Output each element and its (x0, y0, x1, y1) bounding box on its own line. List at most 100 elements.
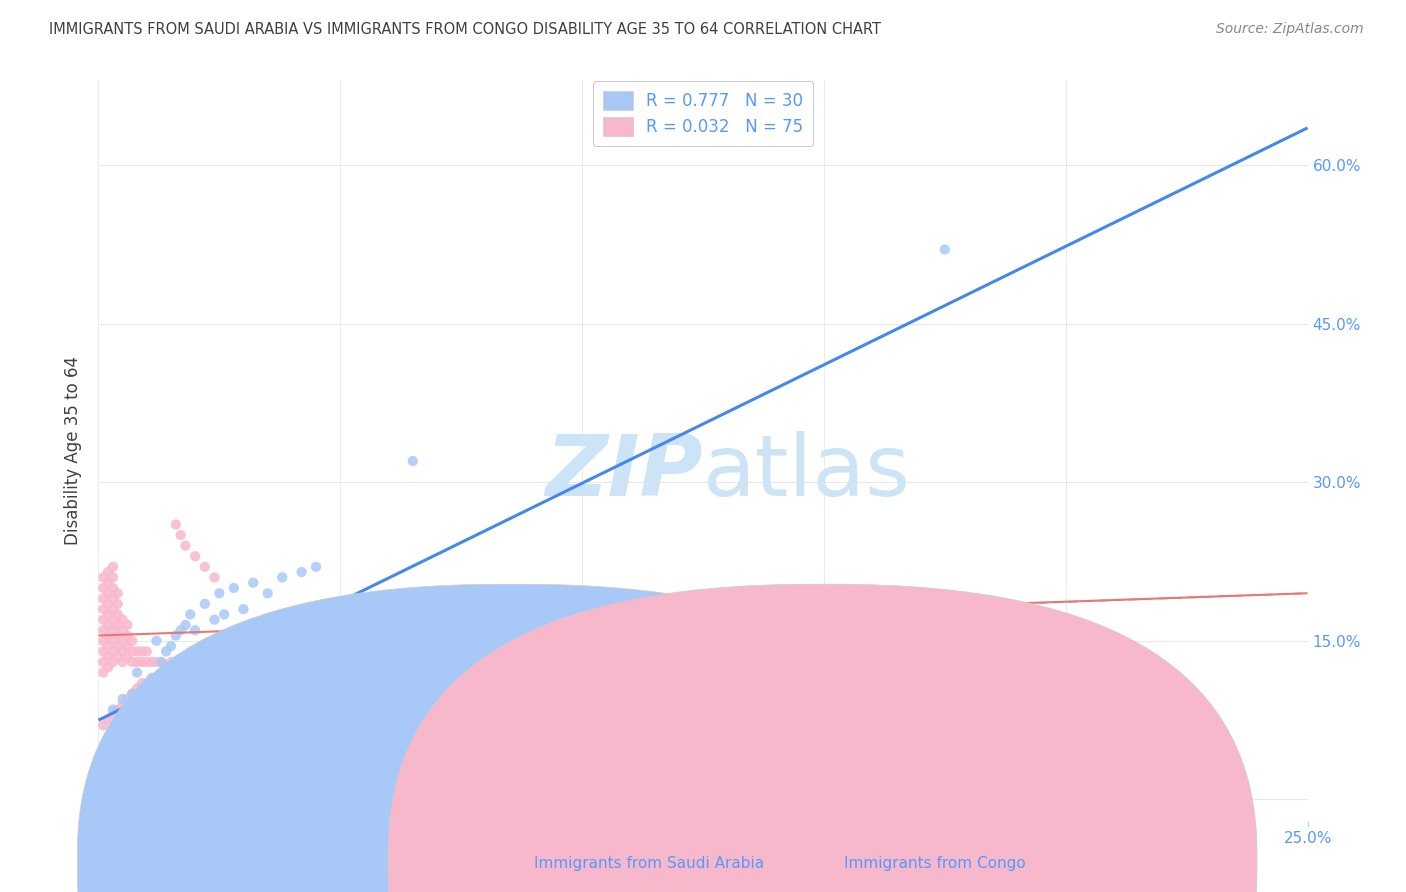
Point (131, 644, 153, 658)
Point (160, 655, 183, 669)
Point (97, 649, 120, 664)
Point (107, 607, 129, 622)
Point (101, 570, 124, 584)
Point (135, 655, 157, 669)
Point (222, 581, 245, 595)
Point (107, 597, 129, 611)
Point (169, 528, 191, 542)
Point (91, 624, 114, 638)
Point (97, 586, 120, 600)
Point (91, 633, 114, 648)
Point (111, 644, 134, 658)
Point (131, 655, 153, 669)
Point (208, 586, 231, 600)
Legend: R = 0.777   N = 30, R = 0.032   N = 75: R = 0.777 N = 30, R = 0.032 N = 75 (593, 81, 813, 146)
Point (107, 649, 129, 664)
Point (101, 703, 124, 717)
Point (212, 607, 235, 622)
Point (97, 660, 120, 674)
Point (256, 586, 278, 600)
Point (97, 639, 120, 653)
Point (101, 633, 124, 648)
Point (121, 655, 143, 669)
Point (934, 243, 956, 257)
Point (271, 570, 294, 584)
Point (194, 559, 217, 574)
Point (204, 570, 226, 584)
Point (150, 655, 173, 669)
Point (184, 549, 207, 564)
Point (91, 665, 114, 680)
Point (91, 655, 114, 669)
Text: atlas: atlas (703, 431, 911, 514)
Point (101, 707, 124, 722)
Point (121, 633, 143, 648)
Point (91, 591, 114, 606)
Point (101, 559, 124, 574)
Point (107, 586, 129, 600)
Point (97, 597, 120, 611)
Point (117, 639, 139, 653)
Point (141, 655, 163, 669)
Point (91, 644, 114, 658)
Point (194, 597, 217, 611)
Point (135, 676, 157, 690)
Point (107, 628, 129, 642)
Y-axis label: Disability Age 35 to 64: Disability Age 35 to 64 (65, 356, 83, 545)
Point (121, 687, 143, 701)
Point (117, 618, 139, 632)
Point (121, 644, 143, 658)
Point (97, 575, 120, 590)
Point (111, 624, 134, 638)
Point (305, 559, 328, 574)
Point (91, 581, 114, 595)
Point (111, 613, 134, 627)
Point (131, 676, 153, 690)
Point (619, 644, 641, 658)
Point (150, 655, 173, 669)
Point (127, 681, 149, 696)
Point (97, 607, 120, 622)
Point (242, 575, 264, 590)
Point (402, 454, 425, 468)
Point (101, 655, 124, 669)
Point (91, 718, 114, 732)
Point (169, 624, 191, 638)
Point (111, 692, 134, 706)
Point (160, 639, 183, 653)
Point (97, 628, 120, 642)
Point (290, 565, 312, 579)
Text: Immigrants from Saudi Arabia: Immigrants from Saudi Arabia (534, 856, 765, 871)
Point (107, 618, 129, 632)
Point (111, 698, 134, 712)
Point (141, 671, 163, 685)
Point (174, 618, 197, 632)
Text: Immigrants from Congo: Immigrants from Congo (844, 856, 1025, 871)
Point (101, 644, 124, 658)
Point (127, 665, 149, 680)
Point (97, 713, 120, 727)
Point (97, 618, 120, 632)
Point (101, 591, 124, 606)
Point (101, 613, 124, 627)
Point (101, 602, 124, 616)
Point (165, 628, 187, 642)
Point (97, 565, 120, 579)
Point (91, 570, 114, 584)
Point (174, 539, 197, 553)
Point (131, 681, 153, 696)
Point (107, 639, 129, 653)
Point (135, 644, 157, 658)
Point (184, 624, 207, 638)
Point (179, 607, 201, 622)
Point (232, 602, 254, 616)
Point (91, 602, 114, 616)
Point (145, 633, 167, 648)
Point (127, 644, 149, 658)
Point (101, 581, 124, 595)
Point (145, 655, 167, 669)
Point (91, 613, 114, 627)
Point (117, 628, 139, 642)
Point (121, 687, 143, 701)
Text: IMMIGRANTS FROM SAUDI ARABIA VS IMMIGRANTS FROM CONGO DISABILITY AGE 35 TO 64 CO: IMMIGRANTS FROM SAUDI ARABIA VS IMMIGRAN… (49, 22, 882, 37)
